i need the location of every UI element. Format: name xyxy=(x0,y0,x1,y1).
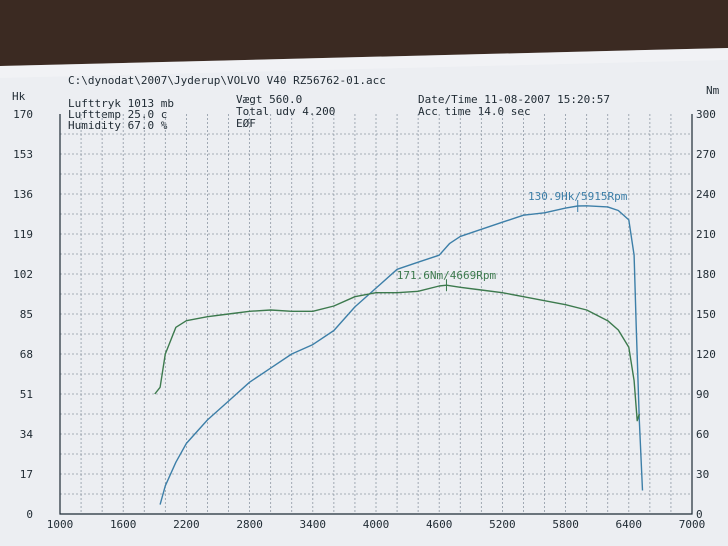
y-tick-label: 17 xyxy=(20,468,33,481)
annotations: 130.9Hk/5915Rpm 171.6Nm/4669Rpm xyxy=(397,190,628,292)
x-tick-label: 5200 xyxy=(489,518,516,531)
power-curve xyxy=(159,205,644,505)
x-tick-label: 1000 xyxy=(47,518,74,531)
power-peak-label: 130.9Hk/5915Rpm xyxy=(528,190,628,203)
y2-tick-label: 120 xyxy=(696,348,716,361)
x-tick-label: 4000 xyxy=(363,518,390,531)
grid xyxy=(60,114,692,514)
y2-tick-label: 240 xyxy=(696,188,716,201)
y-tick-label: 170 xyxy=(13,108,33,121)
vaegt-text: Vægt 560.0 xyxy=(236,93,302,106)
x-tick-label: 7000 xyxy=(679,518,706,531)
curves xyxy=(154,205,644,505)
acc-time-text: Acc time 14.0 sec xyxy=(418,105,531,118)
y-tick-label: 136 xyxy=(13,188,33,201)
torque-peak-label: 171.6Nm/4669Rpm xyxy=(397,269,497,282)
file-path-text: C:\dynodat\2007\Jyderup\VOLVO V40 RZ5676… xyxy=(68,74,386,87)
y-tick-label: 0 xyxy=(26,508,33,521)
humidity-text: Humidity 67.0 % xyxy=(68,119,168,132)
y-axis-label: Hk xyxy=(12,90,26,103)
y-tick-label: 85 xyxy=(20,308,33,321)
total-udv-text: Total udv 4.200 xyxy=(236,105,335,118)
axis-frame xyxy=(59,114,693,515)
x-tick-label: 2200 xyxy=(173,518,200,531)
y-tick-label: 34 xyxy=(20,428,34,441)
y-tick-label: 102 xyxy=(13,268,33,281)
y2-tick-label: 270 xyxy=(696,148,716,161)
y2-tick-label: 60 xyxy=(696,428,709,441)
paper-highlight xyxy=(0,48,728,78)
y2-tick-label: 150 xyxy=(696,308,716,321)
axes xyxy=(59,114,693,515)
x-tick-label: 4600 xyxy=(426,518,453,531)
y-tick-label: 51 xyxy=(20,388,33,401)
y2-tick-label: 180 xyxy=(696,268,716,281)
y2-axis-label: Nm xyxy=(706,84,720,97)
datetime-text: Date/Time 11-08-2007 15:20:57 xyxy=(418,93,610,106)
x-tick-label: 3400 xyxy=(300,518,327,531)
y2-tick-label: 90 xyxy=(696,388,709,401)
lufttryk-text: Lufttryk 1013 mb xyxy=(68,97,174,110)
y-tick-label: 119 xyxy=(13,228,33,241)
x-tick-label: 1600 xyxy=(110,518,137,531)
tick-labels: 1000 1600 2200 2800 3400 4000 4600 5200 5800 6400… xyxy=(13,108,716,531)
x-tick-label: 5800 xyxy=(552,518,579,531)
y-tick-label: 68 xyxy=(20,348,33,361)
y2-tick-label: 300 xyxy=(696,108,716,121)
y2-tick-label: 30 xyxy=(696,468,709,481)
torque-curve xyxy=(154,284,640,422)
x-tick-label: 6400 xyxy=(616,518,643,531)
eof-text: EØF xyxy=(236,117,256,130)
x-tick-label: 2800 xyxy=(236,518,263,531)
y-tick-label: 153 xyxy=(13,148,33,161)
lufttemp-text: Lufttemp 25.0 c xyxy=(68,108,167,121)
y2-tick-label: 0 xyxy=(696,508,703,521)
y2-tick-label: 210 xyxy=(696,228,716,241)
paper-sheet xyxy=(0,48,728,546)
